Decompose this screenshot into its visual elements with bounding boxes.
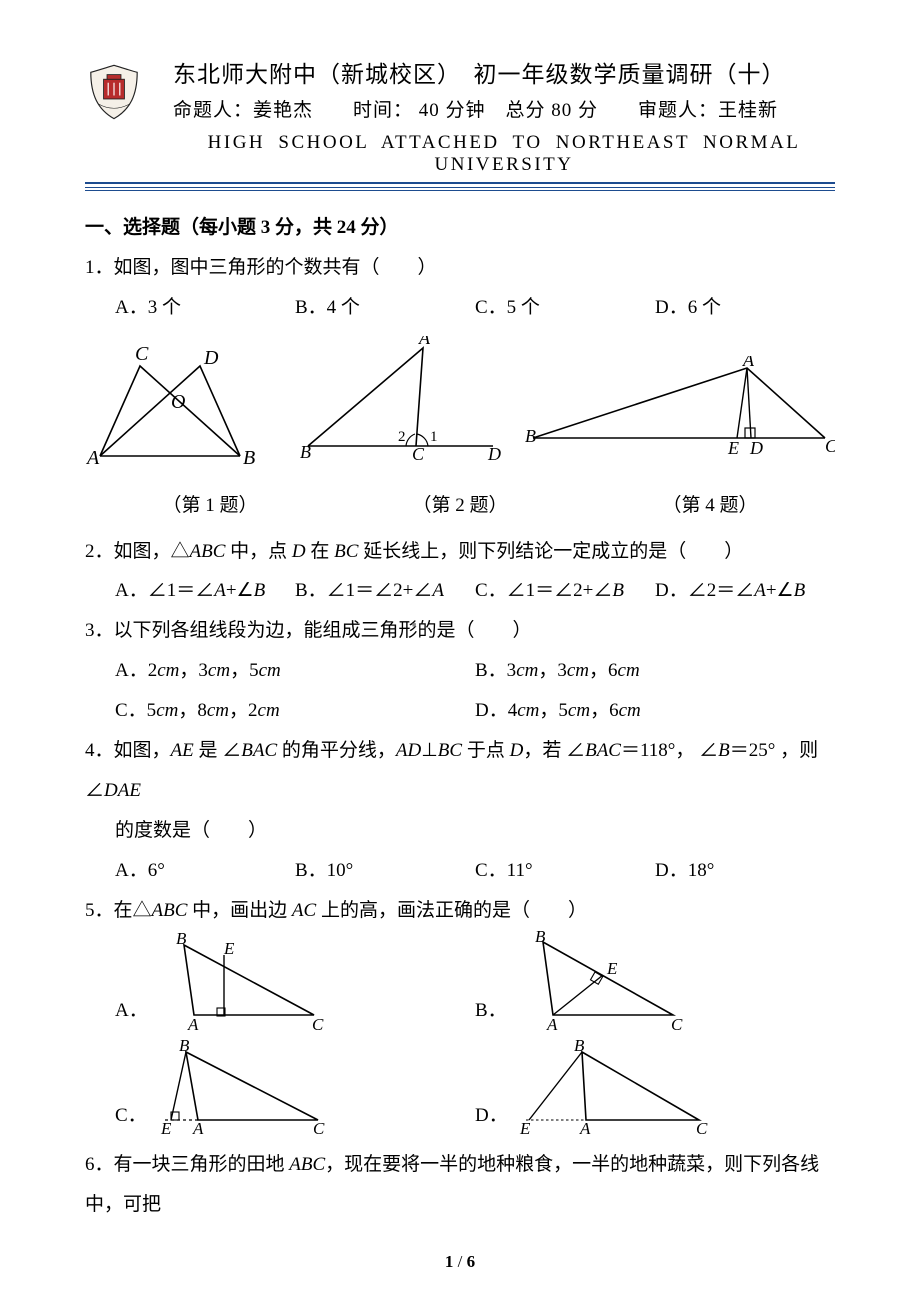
svg-text:C: C <box>696 1119 708 1135</box>
q2-options: A．∠1＝∠A+∠B B．∠1＝∠2+∠A C．∠1＝∠2+∠B D．∠2＝∠A… <box>85 571 835 611</box>
q1-opt-b: B．4 个 <box>295 288 475 328</box>
q5-row1: A． B E A C B． B E <box>85 930 835 1030</box>
svg-text:C: C <box>825 436 835 456</box>
svg-text:E: E <box>223 939 235 958</box>
q4-options: A．6° B．10° C．11° D．18° <box>85 851 835 891</box>
q4-opt-a: A．6° <box>115 851 295 891</box>
svg-text:D: D <box>487 444 501 464</box>
q3-options-row1: A．2cm，3cm，5cm B．3cm，3cm，6cm <box>85 651 835 691</box>
q5-opt-a: A． B E A C <box>115 930 475 1030</box>
figure-q4: A B C E D <box>525 356 835 466</box>
figure-q2: A B C D 2 1 <box>288 336 508 466</box>
q3-options-row2: C．5cm，8cm，2cm D．4cm，5cm，6cm <box>85 691 835 731</box>
q5-fig-c: B E A C <box>153 1040 328 1135</box>
q1-opt-c: C．5 个 <box>475 288 655 328</box>
svg-text:B: B <box>243 447 255 466</box>
q2-stem: 2．如图，△ABC 中，点 D 在 BC 延长线上，则下列结论一定成立的是（ ） <box>85 532 835 572</box>
svg-text:A: A <box>742 356 755 370</box>
svg-text:A: A <box>192 1119 204 1135</box>
q3-opt-b: B．3cm，3cm，6cm <box>475 651 835 691</box>
q5-fig-d: B E A C <box>514 1040 709 1135</box>
svg-text:B: B <box>574 1040 585 1055</box>
svg-text:B: B <box>535 930 546 946</box>
q4-opt-c: C．11° <box>475 851 655 891</box>
q2-opt-a: A．∠1＝∠A+∠B <box>115 571 295 611</box>
svg-text:E: E <box>606 959 618 978</box>
watermark-dot: ■ <box>412 618 416 633</box>
q1-options: A．3 个 B．4 个 C．5 个 D．6 个 <box>85 288 835 328</box>
university-name: HIGH SCHOOL ATTACHED TO NORTHEAST NORMAL… <box>173 132 835 176</box>
q2-opt-c: C．∠1＝∠2+∠B <box>475 571 655 611</box>
section-1-title: 一、选择题（每小题 3 分，共 24 分） <box>85 208 835 248</box>
q2-opt-d: D．∠2＝∠A+∠B <box>655 571 835 611</box>
svg-text:B: B <box>179 1040 190 1055</box>
exam-meta: 命题人：姜艳杰 时间： 40 分钟 总分 80 分 审题人：王桂新 <box>173 95 835 122</box>
figure-labels-row: （第 1 题） （第 2 题） （第 4 题） <box>85 486 835 526</box>
svg-text:D: D <box>749 438 763 458</box>
svg-text:E: E <box>727 438 739 458</box>
svg-text:E: E <box>160 1119 172 1135</box>
q6-stem: 6．有一块三角形的田地 ABC，现在要将一半的地种粮食，一半的地种蔬菜，则下列各… <box>85 1145 835 1225</box>
fig-label-2: （第 2 题） <box>335 486 585 526</box>
q1-stem: 1．如图，图中三角形的个数共有（ ） <box>85 248 835 288</box>
q4-stem-line2: 的度数是（ ） <box>85 811 835 851</box>
fig-label-4: （第 4 题） <box>585 486 835 526</box>
q1-opt-d: D．6 个 <box>655 288 835 328</box>
q3-opt-d: D．4cm，5cm，6cm <box>475 691 835 731</box>
svg-text:A: A <box>418 336 431 348</box>
svg-text:C: C <box>135 343 149 365</box>
svg-text:E: E <box>519 1119 531 1135</box>
figure-row-1: C D O A B A B C D 2 1 <box>85 336 835 466</box>
q5-opt-d: D． B E A C <box>475 1040 835 1135</box>
q5-opt-b: B． B E A C <box>475 930 835 1030</box>
q3-stem: 3．以下列各组线段为边，能组成三角形的是（ ） <box>85 611 835 651</box>
svg-text:C: C <box>671 1015 683 1030</box>
exam-title: 东北师大附中（新城校区） 初一年级数学质量调研（十） <box>173 55 835 89</box>
header-divider <box>85 182 835 192</box>
svg-text:D: D <box>203 347 219 369</box>
figure-q1: C D O A B <box>85 336 270 466</box>
svg-text:B: B <box>525 426 536 446</box>
q1-opt-a: A．3 个 <box>115 288 295 328</box>
svg-text:B: B <box>300 442 311 462</box>
page-footer: 1 / 6 <box>0 1252 920 1272</box>
svg-text:C: C <box>412 444 425 464</box>
svg-text:C: C <box>312 1015 324 1030</box>
fig-label-1: （第 1 题） <box>85 486 335 526</box>
svg-text:A: A <box>579 1119 591 1135</box>
q5-opt-c: C． B E A C <box>115 1040 475 1135</box>
svg-text:A: A <box>187 1015 199 1030</box>
q2-opt-b: B．∠1＝∠2+∠A <box>295 571 475 611</box>
q4-opt-d: D．18° <box>655 851 835 891</box>
svg-text:A: A <box>85 447 100 466</box>
q5-row2: C． B E A C D． B <box>85 1040 835 1135</box>
q3-opt-a: A．2cm，3cm，5cm <box>115 651 475 691</box>
svg-text:C: C <box>313 1119 325 1135</box>
q4-stem-line1: 4．如图，AE 是 ∠BAC 的角平分线，AD⊥BC 于点 D，若 ∠BAC＝1… <box>85 731 835 811</box>
q5-stem: 5．在△ABC 中，画出边 AC 上的高，画法正确的是（ ） <box>85 891 835 931</box>
q5-fig-a: B E A C <box>154 930 329 1030</box>
q3-opt-c: C．5cm，8cm，2cm <box>115 691 475 731</box>
q4-opt-b: B．10° <box>295 851 475 891</box>
svg-text:O: O <box>171 391 185 413</box>
svg-text:2: 2 <box>398 429 406 445</box>
svg-text:A: A <box>546 1015 558 1030</box>
svg-text:1: 1 <box>430 429 438 445</box>
school-logo <box>85 63 143 121</box>
svg-text:B: B <box>176 930 187 948</box>
q5-fig-b: B E A C <box>513 930 688 1030</box>
